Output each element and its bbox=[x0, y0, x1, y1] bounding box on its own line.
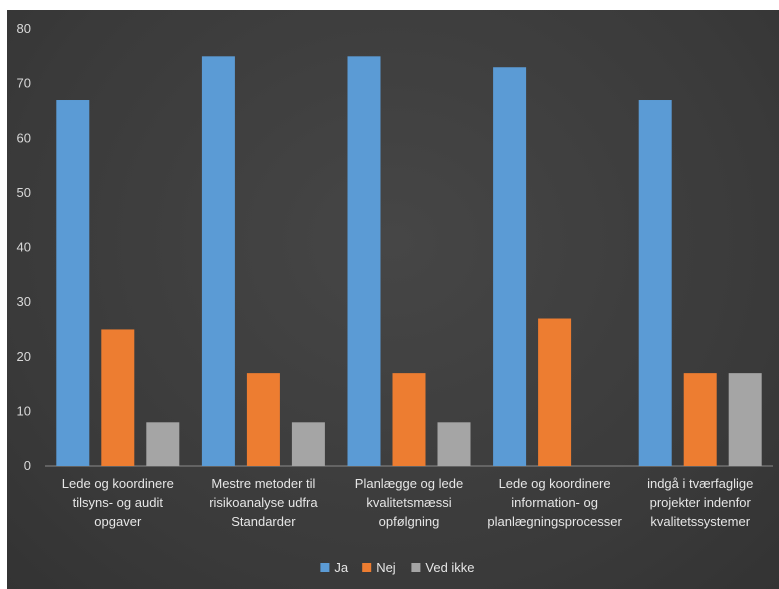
chart-area: 0 10 20 30 40 50 60 70 80 Lede og koordinere tilsy… bbox=[7, 10, 779, 589]
bar-ved-ikke bbox=[728, 373, 762, 466]
x-category-label: planlægningsprocesser bbox=[487, 514, 622, 529]
y-tick-label: 20 bbox=[17, 349, 31, 364]
x-category-label: Planlægge og lede bbox=[355, 476, 463, 491]
legend-label: Ja bbox=[334, 560, 349, 575]
y-tick-label: 0 bbox=[24, 458, 31, 473]
x-category-label: Lede og koordinere bbox=[62, 476, 174, 491]
bar-ja bbox=[638, 100, 672, 466]
legend-swatch-ja bbox=[320, 563, 330, 572]
x-category-label: opgaver bbox=[94, 514, 142, 529]
bar-ja bbox=[493, 67, 527, 467]
bar-nej bbox=[538, 318, 572, 466]
y-tick-label: 30 bbox=[17, 294, 31, 309]
y-tick-label: 10 bbox=[17, 403, 31, 418]
x-category-label: Standarder bbox=[231, 514, 296, 529]
x-category-label: kvalitetssystemer bbox=[650, 514, 750, 529]
x-category-label: information- og bbox=[511, 495, 598, 510]
x-category-label: opfølgning bbox=[379, 514, 440, 529]
bar-nej bbox=[683, 373, 717, 466]
x-category-label: tilsyns- og audit bbox=[73, 495, 164, 510]
bar-ja bbox=[56, 100, 90, 466]
x-category-label: risikoanalyse udfra bbox=[209, 495, 318, 510]
legend-swatch-ved-ikke bbox=[411, 563, 421, 572]
x-category-label: indgå i tværfaglige bbox=[647, 476, 753, 491]
legend-swatch-nej bbox=[362, 563, 372, 572]
y-tick-label: 80 bbox=[17, 21, 31, 36]
bar-ved-ikke bbox=[437, 422, 471, 466]
bar-ved-ikke bbox=[146, 422, 180, 466]
bar-chart: 0 10 20 30 40 50 60 70 80 Lede og koordinere tilsy… bbox=[17, 21, 773, 575]
bar-ja bbox=[347, 56, 381, 466]
bar-nej bbox=[101, 329, 135, 466]
bar-ja bbox=[201, 56, 235, 466]
x-category-label: kvalitetsmæssi bbox=[366, 495, 451, 510]
y-tick-label: 50 bbox=[17, 185, 31, 200]
bar-nej bbox=[246, 373, 280, 466]
legend-label: Ved ikke bbox=[425, 560, 474, 575]
y-tick-label: 70 bbox=[17, 76, 31, 91]
x-category-label: Lede og koordinere bbox=[499, 476, 611, 491]
y-tick-label: 60 bbox=[17, 130, 31, 145]
bar-ved-ikke bbox=[291, 422, 325, 466]
y-tick-label: 40 bbox=[17, 240, 31, 255]
x-category-label: projekter indenfor bbox=[650, 495, 752, 510]
legend-label: Nej bbox=[376, 560, 396, 575]
bar-nej bbox=[392, 373, 426, 466]
x-category-label: Mestre metoder til bbox=[211, 476, 315, 491]
